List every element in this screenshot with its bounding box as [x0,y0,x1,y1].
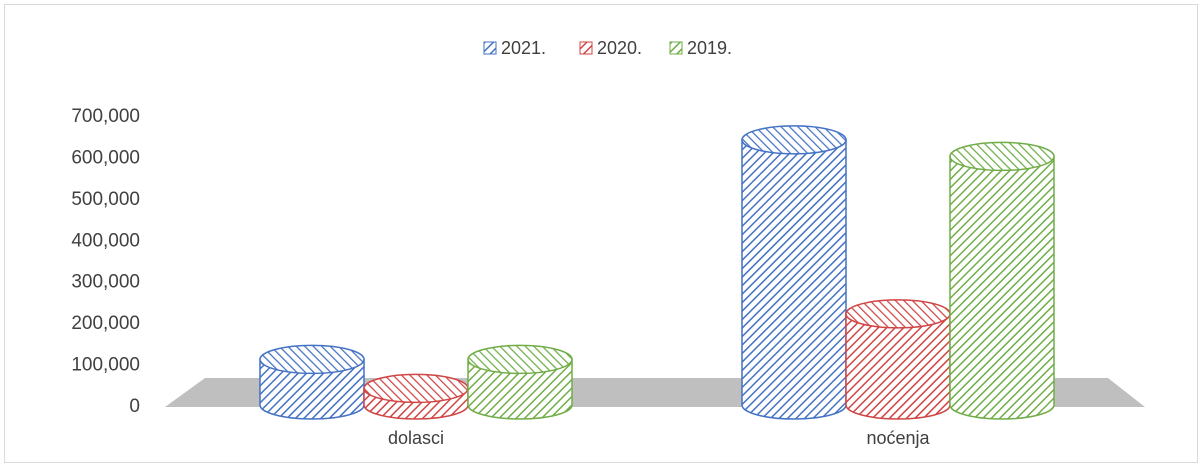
bar-no-enja-2020 [845,299,951,420]
bar-dolasci-2019 [467,344,573,420]
y-tick-label: 0 [129,396,140,417]
x-axis: dolasci noćenja [388,428,931,448]
bar-top [259,344,365,375]
bar-body [259,358,365,420]
y-tick-label: 500,000 [71,189,140,210]
legend-item-2021: 2021. [483,38,546,58]
bar-top [741,125,847,155]
bar-dolasci-2021 [259,344,365,420]
bar-top [467,344,573,375]
bar-body [845,313,951,420]
y-tick-label: 300,000 [71,272,140,293]
legend-swatch [483,41,497,55]
legend-swatch [579,41,593,55]
legend-label: 2020. [597,38,642,58]
legend-item-2019: 2019. [669,38,732,58]
bar-body [741,139,847,420]
bar-top [845,299,951,329]
bar-body [949,155,1055,420]
y-tick-label: 600,000 [71,147,140,168]
bars [259,125,1055,420]
y-axis: 0 100,000 200,000 300,000 400,000 500,000 600,… [71,106,140,417]
y-tick-label: 400,000 [71,230,140,251]
bar-dolasci-2020 [363,373,469,420]
legend-label: 2019. [687,38,732,58]
legend-swatch [669,41,683,55]
bar-top [363,373,469,404]
legend-label: 2021. [501,38,546,58]
x-category-label: noćenja [866,428,930,448]
legend-item-2020: 2020. [579,38,642,58]
legend: 2021. 2020. 2019. [483,38,732,58]
y-tick-label: 700,000 [71,106,140,127]
bar-body [467,358,573,420]
bar-no-enja-2021 [741,125,847,420]
y-tick-label: 100,000 [71,355,140,376]
bar-no-enja-2019 [949,141,1055,420]
y-tick-label: 200,000 [71,313,140,334]
bar-top [949,141,1055,172]
x-category-label: dolasci [388,428,444,448]
